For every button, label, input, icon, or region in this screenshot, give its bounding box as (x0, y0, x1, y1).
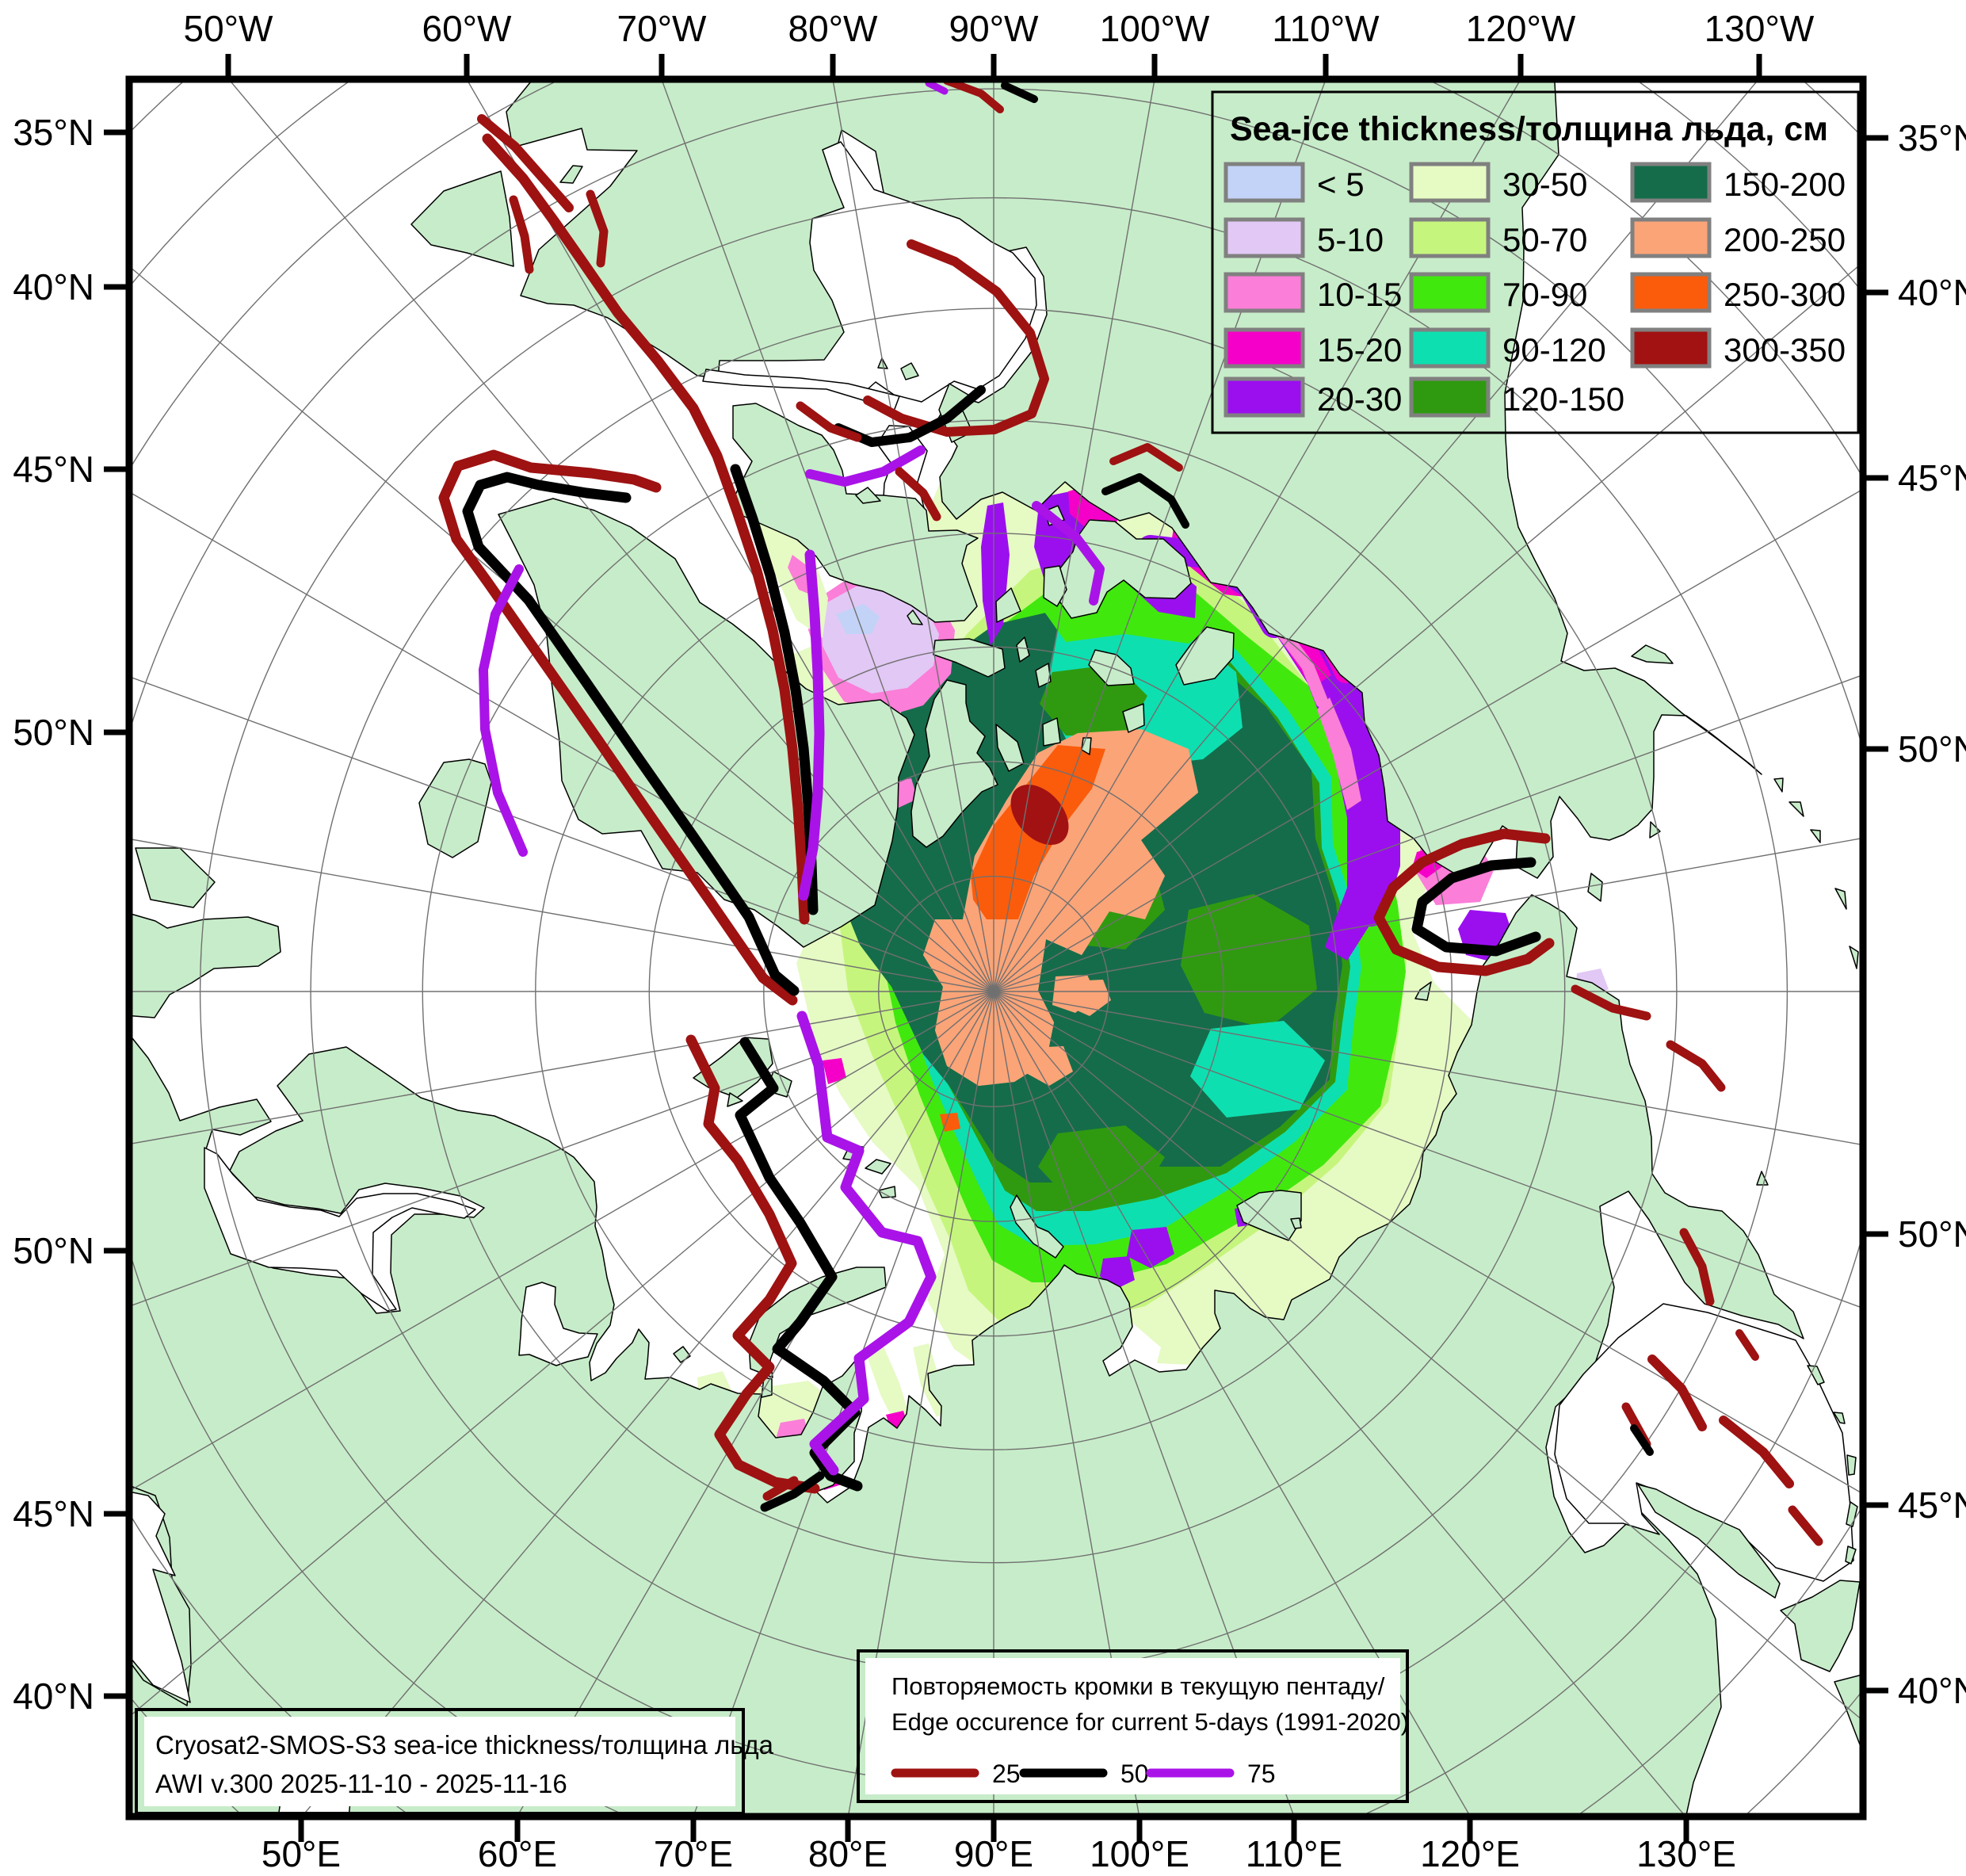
svg-text:10-15: 10-15 (1317, 276, 1402, 313)
svg-text:60°E: 60°E (478, 1833, 557, 1872)
svg-text:120°E: 120°E (1420, 1833, 1520, 1872)
svg-text:100°E: 100°E (1090, 1833, 1189, 1872)
svg-text:120-150: 120-150 (1502, 380, 1624, 418)
svg-text:AWI v.300 2025-11-10 - 2025-11: AWI v.300 2025-11-10 - 2025-11-16 (155, 1769, 567, 1798)
svg-text:40°N: 40°N (13, 266, 94, 308)
svg-text:35°N: 35°N (1898, 117, 1966, 159)
svg-text:50: 50 (1120, 1759, 1149, 1788)
svg-text:100°W: 100°W (1100, 8, 1210, 49)
svg-text:60°W: 60°W (422, 8, 513, 49)
svg-text:80°E: 80°E (808, 1833, 888, 1872)
svg-text:90°W: 90°W (949, 8, 1040, 49)
svg-text:70°W: 70°W (617, 8, 708, 49)
svg-text:70-90: 70-90 (1502, 276, 1587, 313)
svg-text:50°N: 50°N (13, 1230, 94, 1271)
svg-text:45°N: 45°N (1898, 457, 1966, 499)
svg-text:75: 75 (1247, 1759, 1276, 1788)
svg-text:< 5: < 5 (1317, 166, 1365, 203)
svg-text:130°W: 130°W (1705, 8, 1815, 49)
svg-text:130°E: 130°E (1636, 1833, 1736, 1872)
svg-text:300-350: 300-350 (1724, 331, 1846, 369)
svg-text:40°N: 40°N (1898, 1670, 1966, 1711)
svg-text:50°W: 50°W (184, 8, 274, 49)
svg-text:20-30: 20-30 (1317, 380, 1402, 418)
svg-text:50°E: 50°E (261, 1833, 341, 1872)
svg-text:Sea-ice thickness/толщина льда: Sea-ice thickness/толщина льда, см (1230, 110, 1828, 148)
svg-text:80°W: 80°W (788, 8, 879, 49)
svg-text:45°N: 45°N (1898, 1484, 1966, 1526)
svg-text:50°N: 50°N (1898, 728, 1966, 770)
svg-text:50°N: 50°N (1898, 1213, 1966, 1255)
svg-text:110°W: 110°W (1272, 8, 1380, 49)
svg-text:150-200: 150-200 (1724, 166, 1846, 203)
svg-text:50°N: 50°N (13, 712, 94, 753)
svg-text:Повторяемость кромки в текущую: Повторяемость кромки в текущую пентаду/ (891, 1672, 1385, 1700)
svg-text:Edge occurence for current 5-d: Edge occurence for current 5-days (1991-… (891, 1708, 1409, 1736)
svg-text:45°N: 45°N (13, 449, 94, 490)
svg-text:110°E: 110°E (1246, 1833, 1342, 1872)
svg-text:40°N: 40°N (13, 1675, 94, 1717)
svg-text:15-20: 15-20 (1317, 331, 1402, 369)
svg-text:5-10: 5-10 (1317, 221, 1384, 258)
svg-text:90-120: 90-120 (1502, 331, 1606, 369)
svg-text:50-70: 50-70 (1502, 221, 1587, 258)
svg-text:200-250: 200-250 (1724, 221, 1846, 258)
svg-text:120°W: 120°W (1466, 8, 1576, 49)
svg-text:25: 25 (992, 1759, 1021, 1788)
svg-text:45°N: 45°N (13, 1493, 94, 1534)
svg-text:35°N: 35°N (13, 112, 94, 153)
svg-text:90°E: 90°E (954, 1833, 1033, 1872)
svg-text:30-50: 30-50 (1502, 166, 1587, 203)
svg-text:250-300: 250-300 (1724, 276, 1846, 313)
svg-text:40°N: 40°N (1898, 272, 1966, 313)
svg-text:70°E: 70°E (654, 1833, 733, 1872)
svg-text:Cryosat2-SMOS-S3 sea-ice thick: Cryosat2-SMOS-S3 sea-ice thickness/толщи… (155, 1730, 774, 1759)
